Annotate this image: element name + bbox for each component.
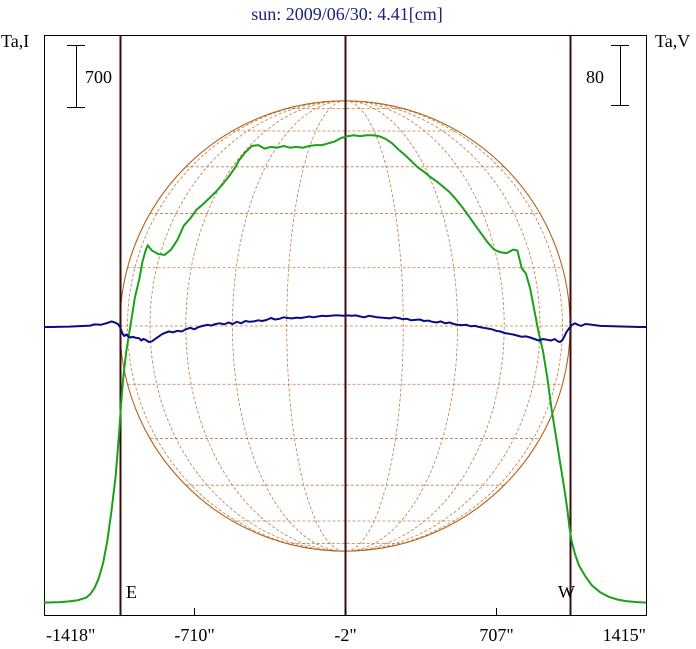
x-tick-label: 1415" [603,625,646,645]
longitude-line [344,100,505,552]
left-axis-label: Ta,I [1,31,29,51]
x-tick-label: -1418" [46,625,95,645]
left-scale-bar-label: 700 [85,67,112,87]
longitude-line [149,100,346,552]
longitude-line [344,100,541,552]
longitude-line [232,100,346,552]
series-group [43,134,647,604]
limb-label-west: W [558,582,575,602]
limb-lines [119,36,572,615]
right-scale-bar [611,45,629,106]
longitude-line [286,100,346,552]
right-scale-bar-label: 80 [586,67,604,87]
left-scale-bar [67,45,85,108]
x-tick-label: 707" [479,625,513,645]
x-axis-tick-labels: -1418" -710" -2" 707" 1415" [46,625,646,645]
plot-frame [44,35,647,616]
chart-title: sun: 2009/06/30: 4.41[cm] [251,4,443,24]
longitude-line [344,100,404,552]
longitude-line [127,100,346,552]
longitude-line [344,100,563,552]
x-axis-ticks [44,608,647,615]
right-axis-label: Ta,V [655,31,690,51]
x-tick-label: -710" [174,625,214,645]
longitude-line [344,100,458,552]
x-tick-label: -2" [334,625,356,645]
limb-label-east: E [126,582,137,602]
stokes-i-line [43,134,647,604]
longitude-line [185,100,346,552]
stokes-v-line [44,314,646,343]
